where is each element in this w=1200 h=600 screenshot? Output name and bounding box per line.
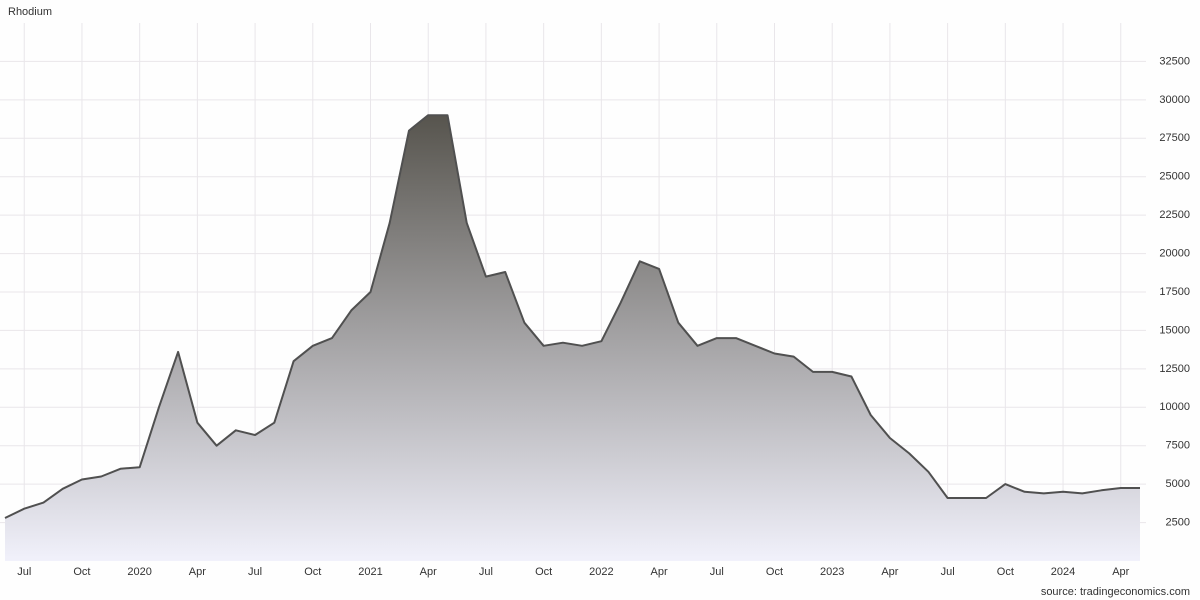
y-tick-label: 15000: [1159, 324, 1190, 336]
chart-title: Rhodium: [8, 6, 52, 18]
x-tick-label: Apr: [881, 566, 898, 578]
y-tick-label: 12500: [1159, 363, 1190, 375]
y-tick-label: 17500: [1159, 286, 1190, 298]
x-tick-label: 2020: [127, 566, 151, 578]
x-tick-label: Oct: [73, 566, 90, 578]
x-tick-label: 2024: [1051, 566, 1075, 578]
x-tick-label: Jul: [941, 566, 955, 578]
x-tick-label: Apr: [420, 566, 437, 578]
y-tick-label: 25000: [1159, 171, 1190, 183]
y-tick-label: 7500: [1166, 440, 1190, 452]
y-tick-label: 32500: [1159, 55, 1190, 67]
x-tick-label: 2023: [820, 566, 844, 578]
y-tick-label: 30000: [1159, 94, 1190, 106]
x-tick-label: Apr: [651, 566, 668, 578]
y-tick-label: 20000: [1159, 247, 1190, 259]
x-tick-label: Oct: [304, 566, 321, 578]
y-tick-label: 10000: [1159, 401, 1190, 413]
area-line: [4, 114, 1140, 519]
y-tick-label: 5000: [1166, 478, 1190, 490]
x-tick-label: Apr: [189, 566, 206, 578]
area: [5, 115, 1140, 561]
y-tick-label: 22500: [1159, 209, 1190, 221]
y-tick-label: 2500: [1166, 516, 1190, 528]
x-tick-label: Oct: [535, 566, 552, 578]
x-tick-label: Oct: [997, 566, 1014, 578]
source-note: source: tradingeconomics.com: [1041, 586, 1190, 598]
x-tick-label: Jul: [710, 566, 724, 578]
x-tick-label: Jul: [17, 566, 31, 578]
x-tick-label: Jul: [479, 566, 493, 578]
x-tick-label: 2022: [589, 566, 613, 578]
x-tick-label: Jul: [248, 566, 262, 578]
x-tick-label: Oct: [766, 566, 783, 578]
y-tick-label: 27500: [1159, 132, 1190, 144]
x-tick-label: 2021: [358, 566, 382, 578]
x-tick-label: Apr: [1112, 566, 1129, 578]
